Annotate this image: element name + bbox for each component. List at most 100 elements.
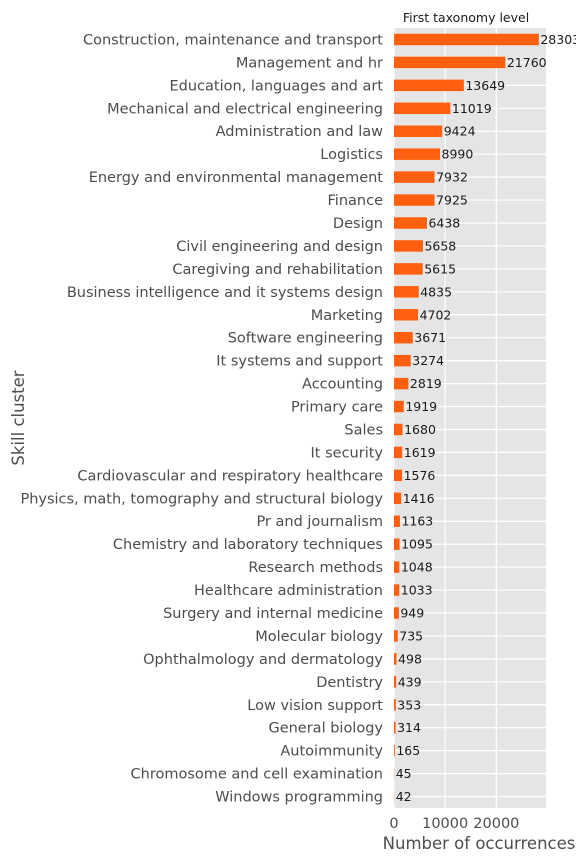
data-label: 45 (396, 766, 412, 781)
y-tick-label: Sales (344, 422, 383, 438)
data-label: 7932 (436, 170, 468, 185)
data-label: 3274 (412, 353, 444, 368)
y-tick-label: Autoimmunity (280, 744, 383, 760)
y-tick-labels-group: Construction, maintenance and transport M… (20, 32, 383, 805)
y-tick-label: Physics, math, tomography and structural… (20, 491, 383, 507)
y-tick-label: Management and hr (236, 55, 383, 71)
data-label: 2819 (410, 376, 442, 391)
y-tick-label: General biology (268, 721, 383, 737)
data-label: 7925 (436, 193, 468, 208)
data-label: 1033 (401, 583, 433, 598)
bar (394, 331, 413, 344)
y-tick-label: Molecular biology (255, 629, 383, 645)
bar (394, 217, 427, 229)
y-tick-label: Chromosome and cell examination (131, 767, 384, 783)
bar (394, 469, 403, 482)
bars-group (394, 33, 539, 803)
chart-title: First taxonomy level (403, 10, 529, 25)
data-label: 4702 (420, 307, 452, 322)
bar (394, 79, 464, 92)
plot-background (394, 28, 546, 808)
data-label: 949 (400, 606, 424, 621)
bar (394, 721, 396, 734)
data-label: 1163 (401, 514, 433, 529)
y-tick-label: Surgery and internal medicine (163, 606, 383, 622)
bar (394, 538, 400, 550)
y-tick-label: Dentistry (316, 675, 383, 691)
bar (394, 653, 397, 665)
data-label: 9424 (444, 124, 476, 139)
data-label: 735 (399, 628, 423, 643)
bar (394, 400, 404, 413)
y-tick-label: Caregiving and rehabilitation (172, 262, 383, 278)
data-label: 42 (396, 789, 412, 804)
data-label: 1095 (401, 537, 433, 552)
y-tick-label: Windows programming (215, 790, 383, 806)
y-tick-label: Low vision support (247, 698, 383, 714)
bar (394, 446, 403, 459)
y-tick-label: Energy and environmental management (89, 170, 384, 186)
data-label: 21760 (507, 55, 547, 70)
y-tick-label: It security (311, 445, 384, 461)
bar (394, 33, 539, 46)
data-label: 13649 (465, 78, 505, 93)
y-tick-label: Construction, maintenance and transport (83, 32, 383, 48)
data-label: 314 (397, 720, 421, 735)
y-tick-label: Administration and law (216, 124, 384, 140)
y-tick-label: Cardiovascular and respiratory healthcar… (77, 468, 383, 484)
y-tick-label: Marketing (311, 308, 383, 324)
data-label: 5615 (424, 261, 456, 276)
bar (394, 194, 435, 206)
bar (394, 263, 423, 275)
bar (394, 699, 396, 711)
data-label: 1576 (404, 468, 436, 483)
x-tick-label: 10000 (422, 816, 468, 832)
y-tick-label: Ophthalmology and dermatology (143, 652, 383, 668)
data-label: 439 (398, 674, 422, 689)
data-label: 1919 (405, 399, 437, 414)
bar (394, 607, 399, 619)
data-label: 28303 (540, 32, 576, 47)
x-axis-label: Number of occurrences (383, 834, 576, 853)
bar (394, 676, 397, 688)
y-tick-label: Healthcare administration (194, 583, 383, 599)
data-label: 5658 (424, 238, 456, 253)
data-label: 353 (397, 697, 421, 712)
y-tick-label: Education, languages and art (170, 78, 384, 94)
bar (394, 423, 403, 436)
bar (394, 240, 423, 252)
x-tick-label: 0 (389, 816, 398, 832)
bar (394, 286, 419, 298)
bar (394, 354, 411, 367)
y-tick-label: Civil engineering and design (176, 239, 383, 255)
y-tick-label: Logistics (320, 147, 383, 163)
bar (394, 744, 395, 757)
y-tick-label: Design (333, 216, 383, 232)
y-tick-label: It systems and support (216, 354, 383, 370)
x-tick-labels-group: 0 10000 20000 (389, 816, 519, 832)
bar (394, 148, 441, 160)
bar (394, 56, 506, 69)
data-label: 1048 (401, 560, 433, 575)
data-label: 3671 (414, 330, 446, 345)
bar (394, 377, 409, 390)
bar (394, 171, 435, 183)
data-label: 1619 (404, 445, 436, 460)
x-tick-label: 20000 (473, 816, 519, 832)
data-label: 8990 (442, 147, 474, 162)
data-label: 498 (398, 651, 422, 666)
data-label: 6438 (428, 216, 460, 231)
y-tick-label: Accounting (302, 377, 383, 393)
bar (394, 584, 400, 596)
y-tick-label: Primary care (291, 400, 383, 416)
bar (394, 630, 398, 642)
bar (394, 102, 451, 115)
y-tick-label: Mechanical and electrical engineering (107, 101, 383, 117)
data-label: 165 (396, 743, 420, 758)
bar (394, 515, 400, 527)
y-axis-label: Skill cluster (9, 370, 28, 465)
y-tick-label: Chemistry and laboratory techniques (113, 537, 383, 553)
bar (394, 309, 419, 321)
